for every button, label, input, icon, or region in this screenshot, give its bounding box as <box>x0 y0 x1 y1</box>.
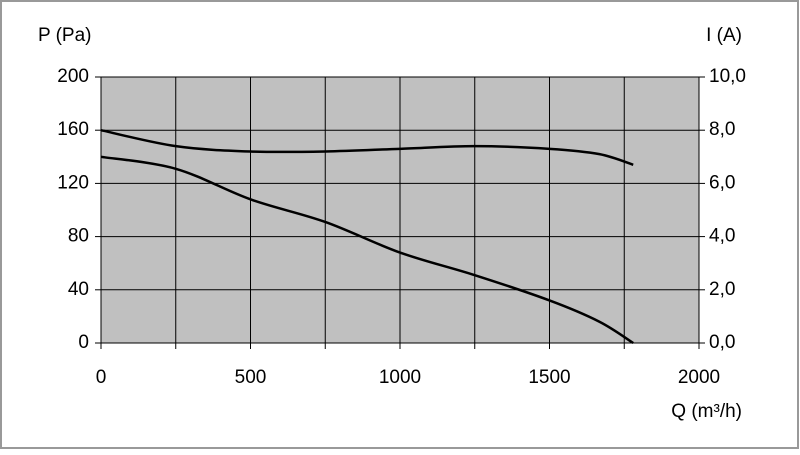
y2-axis-label: I (A) <box>706 25 742 46</box>
y-tick-label: 200 <box>57 66 89 87</box>
x-tick-label: 1000 <box>379 367 421 388</box>
y-tick-label: 0 <box>78 332 89 353</box>
y2-tick-label: 0,0 <box>709 332 735 353</box>
y2-tick-label: 8,0 <box>709 119 735 140</box>
x-tick-label: 500 <box>235 367 267 388</box>
x-axis-label: Q (m³/h) <box>671 401 742 422</box>
y-tick-label: 160 <box>57 119 89 140</box>
x-tick-label: 0 <box>96 367 107 388</box>
y2-tick-label: 10,0 <box>709 66 746 87</box>
y-tick-label: 40 <box>68 279 89 300</box>
series-line <box>100 155 634 345</box>
y-axis-label: P (Pa) <box>38 25 92 46</box>
y2-tick-label: 4,0 <box>709 226 735 247</box>
y-tick-label: 80 <box>68 226 89 247</box>
y2-tick-label: 6,0 <box>709 172 735 193</box>
x-tick-label: 2000 <box>678 367 720 388</box>
series-line <box>100 128 634 166</box>
y2-tick-label: 2,0 <box>709 279 735 300</box>
y-tick-label: 120 <box>57 172 89 193</box>
x-tick-label: 1500 <box>528 367 570 388</box>
